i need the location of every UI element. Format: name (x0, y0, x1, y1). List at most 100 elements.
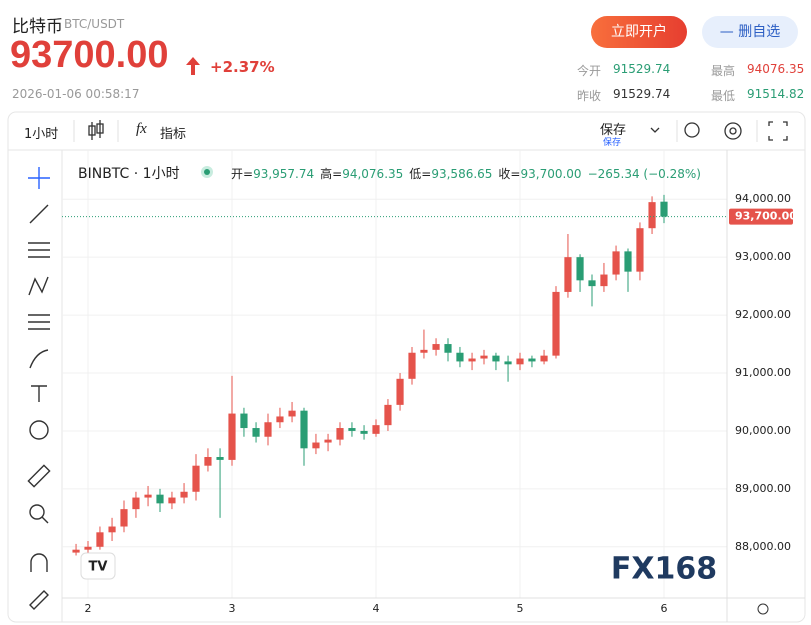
candle-body (288, 410, 296, 417)
candle-body (276, 416, 284, 423)
y-tick-label: 89,000.00 (735, 482, 791, 495)
candle-body (564, 257, 572, 292)
candle-body (252, 428, 260, 437)
interval[interactable]: 1小时 (24, 127, 59, 142)
legend-change: −265.34 (−0.28%) (587, 167, 701, 181)
chart-frame (7, 111, 806, 623)
candle-body (408, 352, 416, 379)
candle-body (648, 202, 656, 229)
status-dot (201, 166, 213, 178)
y-tick-label: 94,000.00 (735, 192, 791, 205)
candle-body (72, 549, 80, 553)
candle-body (420, 349, 428, 353)
stat-value: 91529.74 (613, 87, 671, 101)
legend-value: 93,586.65 (431, 167, 493, 181)
y-tick-label: 92,000.00 (735, 308, 791, 321)
candle-body (396, 378, 404, 405)
candle-body (588, 280, 596, 287)
candle-body (204, 457, 212, 466)
legend-label: 开= (231, 167, 254, 181)
stat-label: 最高 (711, 64, 736, 78)
candle-body (636, 228, 644, 272)
change: +2.37% (210, 58, 275, 76)
candle-body (228, 413, 236, 460)
asset-name: 比特币 (12, 17, 63, 37)
candle-body (444, 344, 452, 353)
candle-body (132, 497, 140, 510)
candle-body (240, 413, 248, 429)
candle-body (360, 430, 368, 434)
y-tick-label: 91,000.00 (735, 366, 791, 379)
candle-body (156, 494, 164, 504)
candle-body (540, 355, 548, 362)
x-tick-label: 3 (229, 602, 236, 615)
y-tick-label: 90,000.00 (735, 424, 791, 437)
candle-body (612, 251, 620, 275)
grid (62, 150, 727, 598)
candle-body (552, 291, 560, 356)
ohlc-legend: 开=93,957.74 高=94,076.35 低=93,586.65 收=93,70… (231, 165, 701, 182)
candle-body (468, 358, 476, 362)
save[interactable]: 保存 (600, 123, 627, 138)
watchlist-button[interactable]: — 删自选 (702, 16, 798, 48)
stat-label: 今开 (577, 64, 602, 78)
candle-body (336, 428, 344, 440)
legend-value: 93,957.74 (253, 167, 315, 181)
open-account-button[interactable]: 立即开户 (591, 16, 687, 48)
candle-body (324, 439, 332, 443)
save-status: 保存 (603, 138, 622, 148)
candle-body (192, 465, 200, 492)
candle-body (432, 344, 440, 350)
price: 93700.00 (10, 34, 169, 76)
candle-body (144, 494, 152, 498)
watermark: FX168 (611, 552, 717, 587)
legend-value: 93,700.00 (520, 167, 582, 181)
candle-body (216, 457, 224, 460)
stat-value: 94076.35 (747, 62, 805, 76)
legend-label: 高= (320, 167, 343, 181)
symbol-interval: BINBTC · 1小时 (78, 166, 180, 182)
candle-body (516, 358, 524, 365)
legend-value: 94,076.35 (342, 167, 404, 181)
settings-icon[interactable] (757, 603, 769, 615)
stat-value: 91529.74 (613, 62, 671, 76)
fx-icon[interactable]: fx (136, 121, 147, 137)
candle-body (528, 358, 536, 362)
tv-logo-text: TV (89, 560, 108, 575)
last-price-box (729, 208, 793, 225)
x-tick-label: 6 (661, 602, 668, 615)
stat-value: 91514.82 (747, 87, 805, 101)
candle-body (312, 442, 320, 449)
legend-label: 低= (409, 167, 432, 181)
stat-label: 最低 (711, 89, 736, 103)
candle-body (348, 428, 356, 431)
indicators[interactable]: 指标 (160, 127, 187, 142)
y-tick-label: 93,000.00 (735, 250, 791, 263)
candle-body (264, 422, 272, 437)
drawing-tools[interactable] (27, 167, 51, 610)
candle-body (300, 410, 308, 449)
x-tick-label: 4 (373, 602, 380, 615)
candle-body (120, 509, 128, 527)
y-tick-label: 88,000.00 (735, 540, 791, 553)
legend-label: 收= (498, 167, 521, 181)
tv-logo (80, 552, 116, 580)
candle-body (576, 257, 584, 281)
last-price-label: 93,700.00 (735, 210, 797, 223)
candle-body (456, 352, 464, 362)
toolbar-icons[interactable] (88, 120, 788, 141)
candle-body (168, 497, 176, 504)
asset-symbol: BTC/USDT (64, 17, 125, 31)
candle-body (492, 355, 500, 362)
timestamp: 2026-01-06 00:58:17 (12, 87, 140, 101)
stat-label: 昨收 (577, 89, 602, 103)
x-tick-label: 2 (85, 602, 92, 615)
candle-body (660, 201, 668, 217)
candle-body (384, 404, 392, 426)
candle-body (624, 251, 632, 272)
candle-body (108, 526, 116, 533)
candle-body (96, 532, 104, 547)
x-tick-label: 5 (517, 602, 524, 615)
